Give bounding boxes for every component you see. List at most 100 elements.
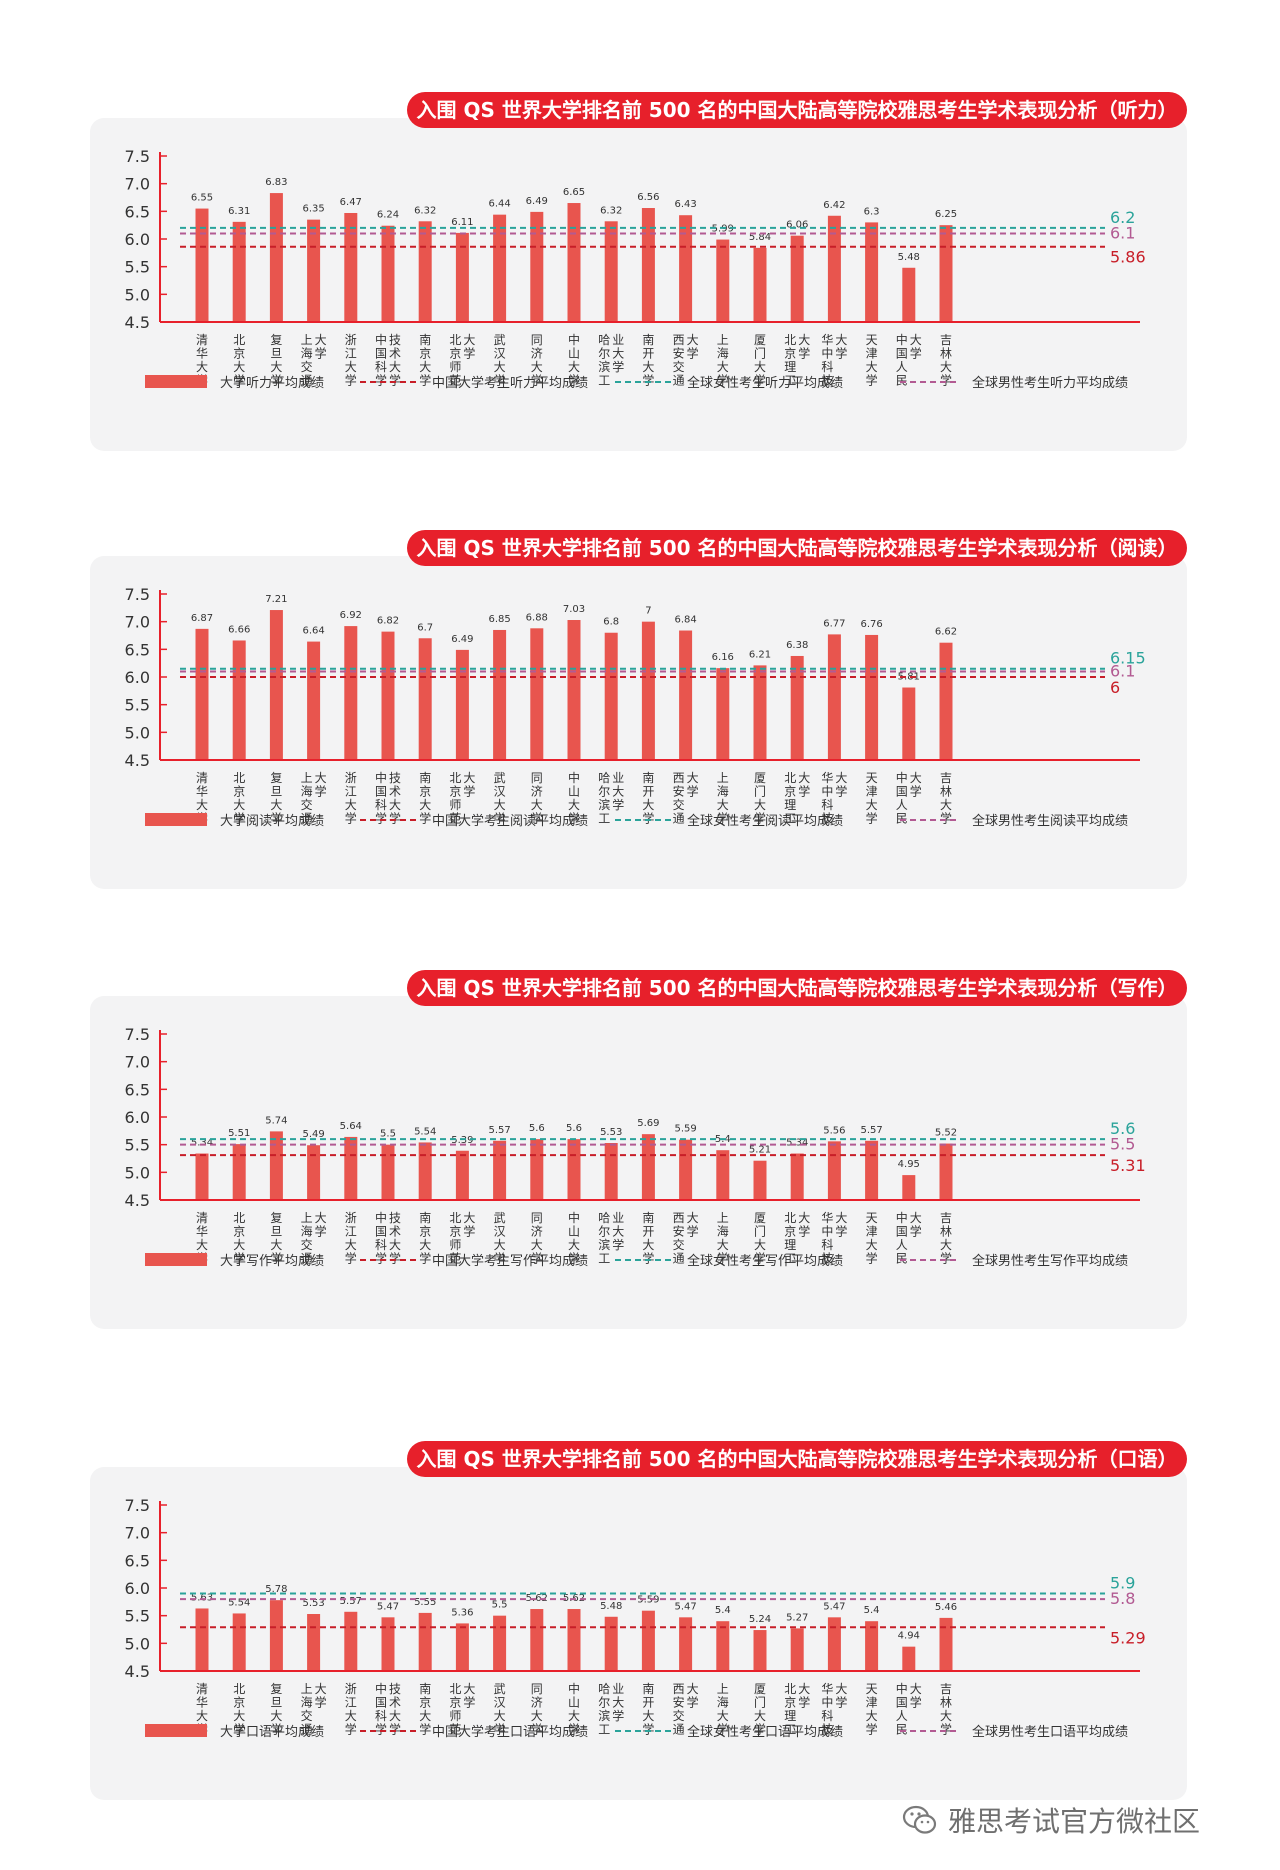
- data-label: 5.59: [674, 1124, 696, 1135]
- bar-writing-10: [530, 1139, 544, 1200]
- x-tick-label: 汉: [494, 1696, 506, 1710]
- bar-listening-21: [939, 225, 953, 322]
- x-tick-label: 大: [717, 360, 729, 374]
- x-tick-label: 武: [494, 333, 506, 347]
- bar-writing-2: [232, 1144, 246, 1200]
- data-label: 6.06: [786, 220, 808, 231]
- x-tick-label: 大: [494, 798, 506, 812]
- x-tick-label: 北: [784, 1211, 796, 1225]
- x-tick-label: 工: [598, 1252, 610, 1266]
- x-tick-label: 江: [345, 347, 357, 361]
- x-tick-label: 林: [940, 347, 952, 361]
- x-tick-label: 学: [754, 1251, 766, 1266]
- x-tick-label: 北: [233, 1211, 245, 1225]
- x-tick-label: 通: [673, 374, 685, 388]
- watermark-text: 雅思考试官方微社区: [948, 1805, 1201, 1838]
- bar-reading-18: [827, 634, 841, 760]
- x-tick-label: 人: [896, 360, 908, 374]
- bar-reading-16: [753, 665, 767, 760]
- legend-swatch-bar: [145, 1724, 207, 1737]
- legend-swatch-bar: [145, 375, 207, 388]
- x-tick-label: 浙: [345, 1682, 357, 1696]
- y-tick-label: 5.5: [125, 258, 150, 277]
- legend-swatch-bar: [145, 813, 207, 826]
- x-tick-label: 浙: [345, 1211, 357, 1225]
- x-tick-label: 国: [896, 1696, 908, 1710]
- data-label: 5.69: [637, 1118, 659, 1129]
- data-label: 5.53: [600, 1127, 622, 1138]
- x-tick-label: 学: [345, 373, 357, 388]
- x-tick-label: 中: [375, 1681, 387, 1696]
- bar-reading-6: [381, 631, 395, 760]
- data-label: 5.54: [414, 1126, 436, 1137]
- bar-speaking-20: [902, 1646, 916, 1671]
- bar-writing-7: [418, 1142, 432, 1200]
- x-tick-label: 门: [754, 784, 766, 799]
- x-tick-label: 学: [568, 1251, 580, 1266]
- x-tick-label: 南: [642, 332, 654, 347]
- x-tick-label: 大: [687, 333, 699, 347]
- data-label: 5.57: [860, 1125, 882, 1136]
- x-tick-label: 学: [375, 1251, 387, 1266]
- x-tick-label: 华: [821, 1211, 833, 1225]
- x-tick-label: 技: [821, 1723, 833, 1737]
- y-tick-label: 5.0: [125, 1634, 150, 1653]
- x-tick-label: 华: [821, 771, 833, 785]
- x-tick-label: 通: [673, 812, 685, 826]
- x-tick-label: 技: [821, 812, 833, 826]
- x-tick-label: 学: [389, 811, 401, 826]
- x-tick-label: 济: [531, 346, 543, 361]
- x-tick-label: 大: [315, 333, 327, 347]
- x-tick-label: 师: [449, 1238, 461, 1252]
- x-tick-label: 学: [754, 1722, 766, 1737]
- bar-listening-16: [753, 247, 767, 322]
- chart-speaking: 4.5 5.0 5.5 6.0 6.5 7.0 7.5 5.63 5.54 5.78 5.53 5.5…: [125, 1496, 1146, 1740]
- x-tick-label: 学: [798, 784, 810, 799]
- x-tick-label: 北: [784, 771, 796, 785]
- x-tick-label: 吉: [940, 333, 952, 347]
- x-tick-label: 学: [463, 1695, 475, 1710]
- x-tick-label: 通: [301, 1723, 313, 1737]
- x-tick-label: 大: [687, 771, 699, 785]
- x-tick-label: 汉: [494, 347, 506, 361]
- data-label: 4.94: [898, 1631, 920, 1642]
- x-tick-label: 滨: [598, 359, 610, 374]
- x-tick-label: 中: [568, 770, 580, 785]
- reference-line-label: 6.2: [1110, 208, 1135, 227]
- data-label: 6.47: [340, 197, 362, 208]
- y-tick-label: 6.5: [125, 1080, 150, 1099]
- x-tick-label: 科: [375, 1238, 387, 1252]
- bar-writing-5: [344, 1136, 358, 1200]
- x-tick-label: 京: [784, 347, 796, 361]
- y-tick-label: 5.5: [125, 696, 150, 715]
- data-label: 6.55: [191, 193, 213, 204]
- x-tick-label: 学: [315, 346, 327, 361]
- x-tick-label: 技: [389, 333, 401, 347]
- x-tick-label: 京: [233, 1225, 245, 1239]
- legend-female: 全球女性考生阅读平均成绩: [687, 813, 843, 829]
- reference-line-label: 5.86: [1110, 248, 1146, 267]
- bar-writing-6: [381, 1144, 395, 1200]
- x-tick-label: 学: [642, 1722, 654, 1737]
- x-tick-label: 武: [494, 1682, 506, 1696]
- x-tick-label: 大: [798, 1682, 810, 1696]
- reference-line-label: 5.29: [1110, 1628, 1146, 1647]
- x-tick-label: 开: [642, 785, 654, 799]
- x-tick-label: 同: [531, 1682, 543, 1696]
- x-tick-label: 中: [375, 332, 387, 347]
- x-tick-label: 术: [389, 1696, 401, 1710]
- bar-listening-14: [679, 215, 693, 322]
- bar-speaking-11: [567, 1609, 581, 1671]
- x-tick-label: 大: [531, 1238, 543, 1252]
- x-tick-label: 范: [449, 1723, 461, 1737]
- x-tick-label: 范: [449, 374, 461, 388]
- bar-speaking-19: [865, 1621, 879, 1671]
- x-tick-label: 京: [419, 1696, 431, 1710]
- x-tick-label: 津: [866, 1696, 878, 1710]
- chart-title-reading: 入围 QS 世界大学排名前 500 名的中国大陆高等院校雅思考生学术表现分析（阅…: [407, 530, 1187, 566]
- data-label: 5.62: [526, 1593, 548, 1604]
- bar-writing-3: [269, 1131, 283, 1200]
- data-label: 5.34: [191, 1138, 213, 1149]
- x-tick-label: 同: [531, 333, 543, 347]
- reference-line-label: 6: [1110, 678, 1120, 697]
